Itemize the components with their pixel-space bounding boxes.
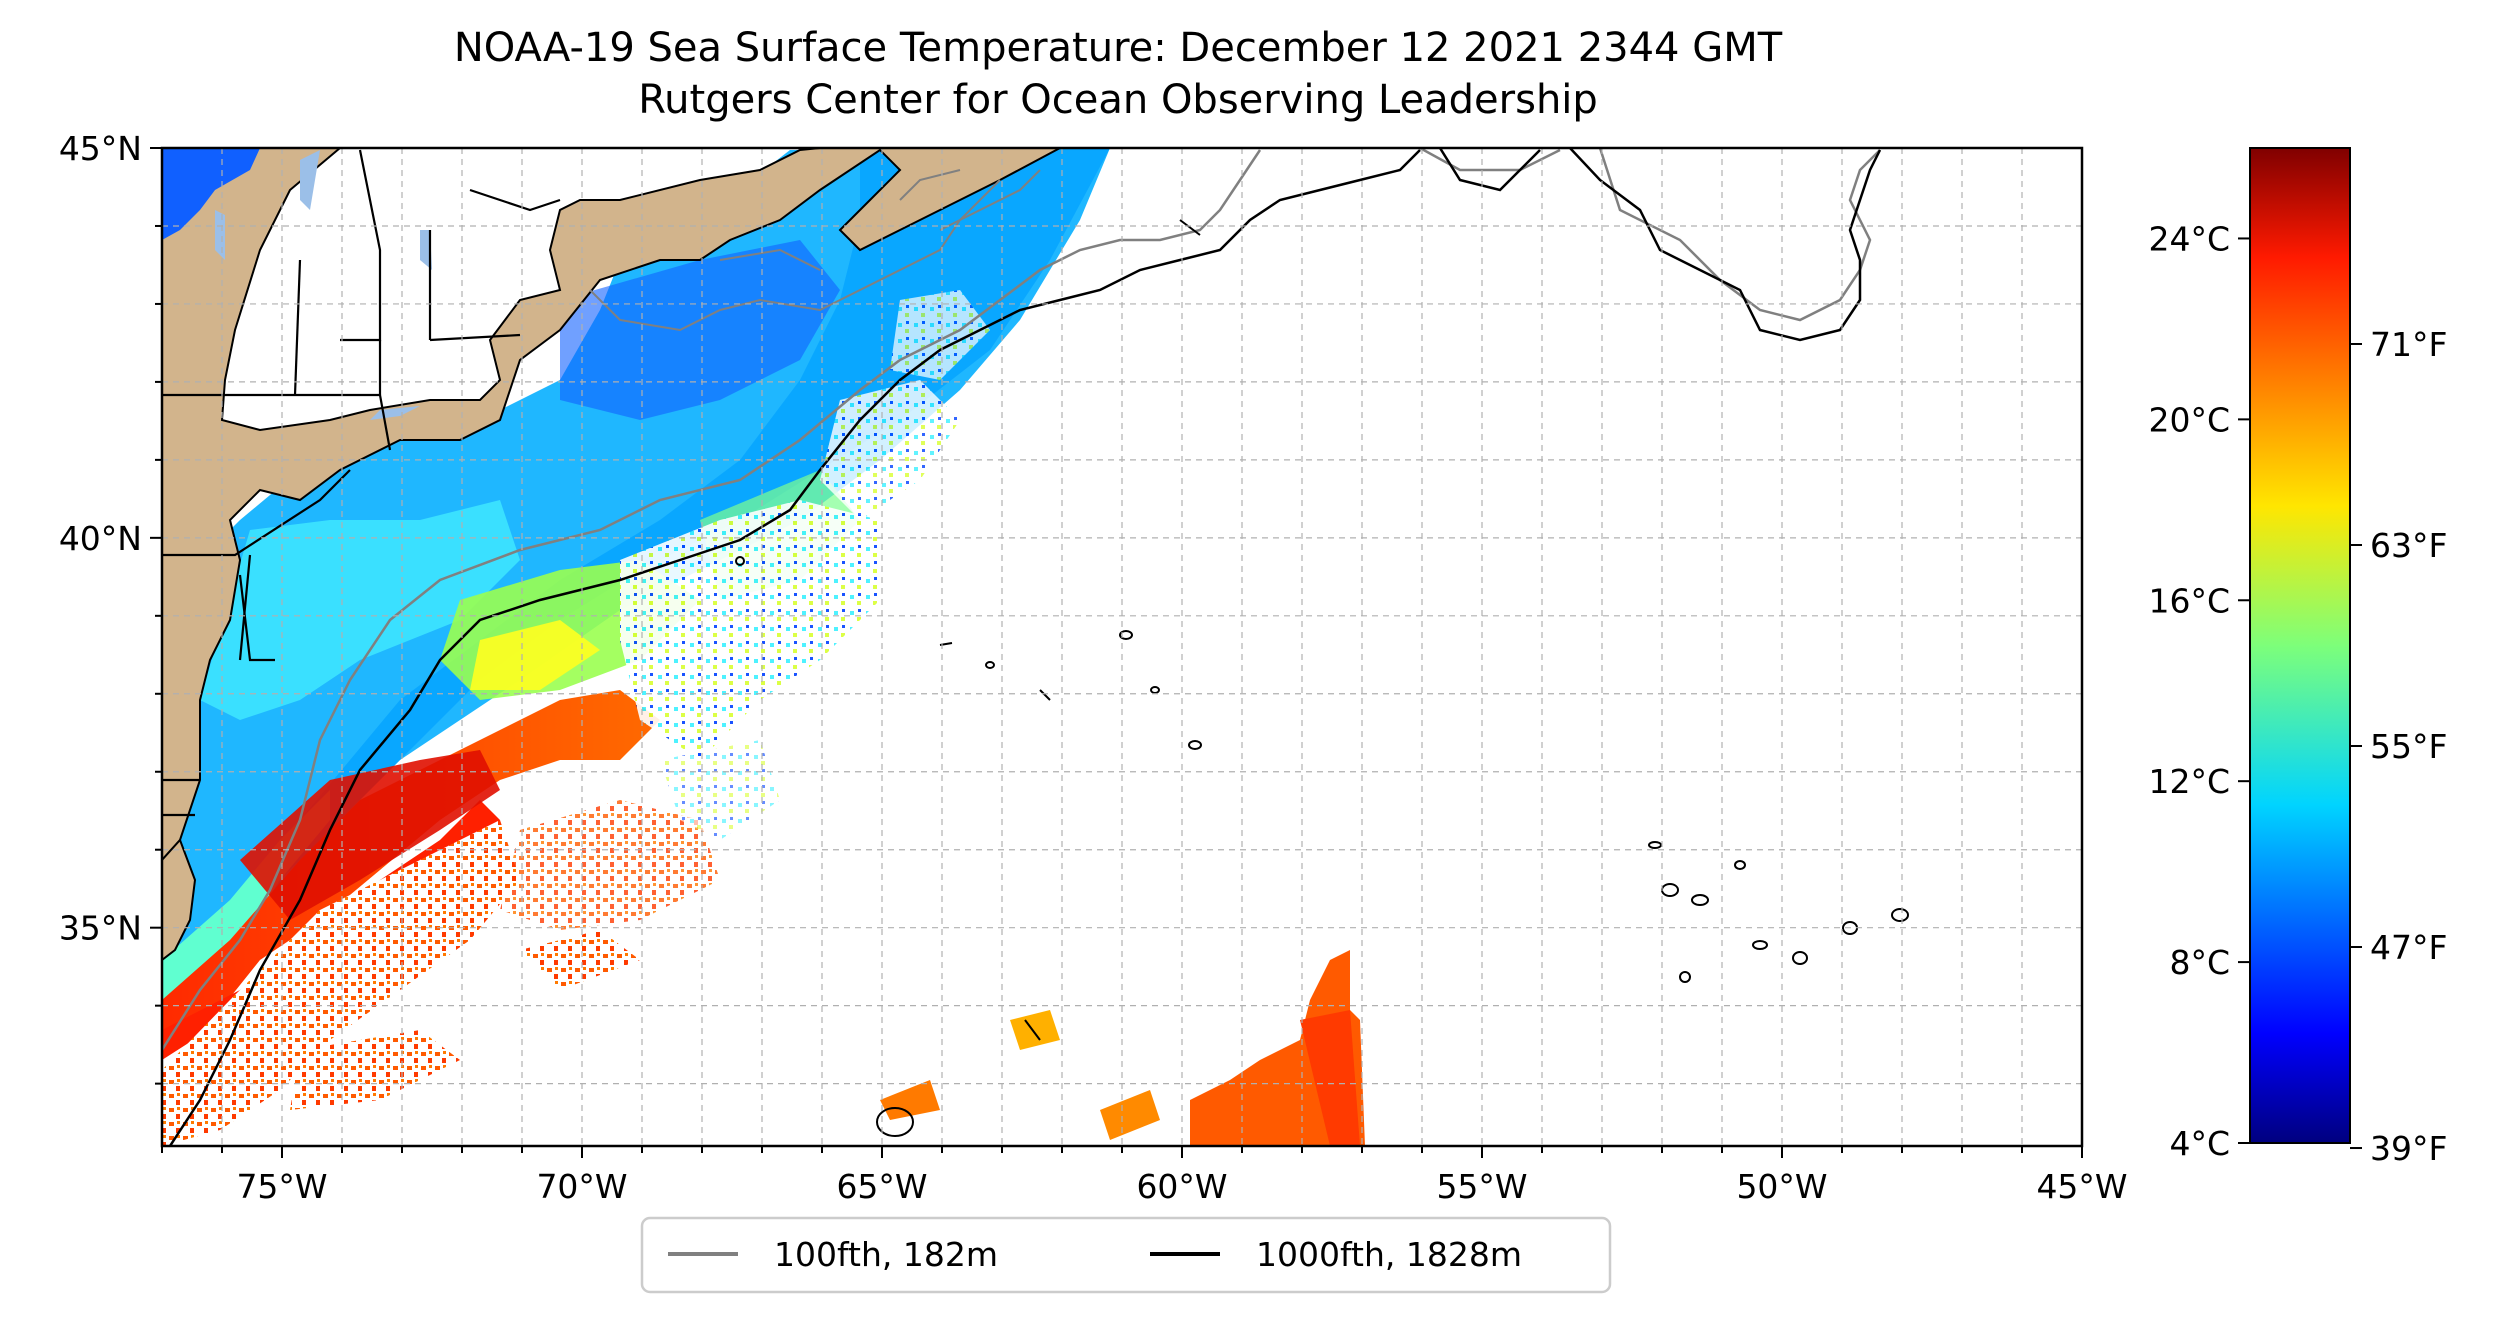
colorbar-fahrenheit-label: 55°F (2370, 727, 2447, 766)
colorbar (2249, 147, 2351, 1144)
lon-tick-label: 60°W (1136, 1167, 1227, 1206)
lon-tick-label: 45°W (2036, 1167, 2127, 1206)
lat-tick-label: 45°N (59, 129, 142, 168)
title-line-1: NOAA-19 Sea Surface Temperature: Decembe… (453, 25, 1783, 71)
legend-label-100fth: 100fth, 182m (774, 1235, 998, 1274)
map-title: NOAA-19 Sea Surface Temperature: Decembe… (0, 22, 2236, 126)
colorbar-celsius-label: 8°C (2169, 943, 2230, 982)
colorbar-fahrenheit-label: 47°F (2370, 928, 2447, 967)
lon-tick-label: 75°W (236, 1167, 327, 1206)
legend: 100fth, 182m 1000fth, 1828m (640, 1216, 1612, 1294)
lat-tick-label: 35°N (59, 909, 142, 948)
colorbar-celsius-label: 4°C (2169, 1124, 2230, 1163)
gridlines (162, 148, 2082, 1146)
colorbar-celsius-label: 24°C (2148, 219, 2230, 258)
lon-tick-label: 50°W (1736, 1167, 1827, 1206)
lon-tick-label: 65°W (836, 1167, 927, 1206)
seamount-contours (735, 219, 1909, 1137)
state-borders (162, 149, 561, 817)
lat-tick-label: 40°N (59, 519, 142, 558)
legend-label-1000fth: 1000fth, 1828m (1256, 1235, 1522, 1274)
colorbar-celsius-label: 20°C (2148, 400, 2230, 439)
colorbar-ticks: 4°C 8°C 12°C 16°C 20°C 24°C 39°F 47°F 55°F 63°F 71… (2148, 219, 2447, 1168)
colorbar-fahrenheit-label: 63°F (2370, 526, 2447, 565)
colorbar-fahrenheit-label: 39°F (2370, 1129, 2447, 1168)
title-line-2: Rutgers Center for Ocean Observing Leade… (638, 77, 1598, 123)
isobath-1000fth (168, 148, 1882, 1146)
lon-tick-label: 70°W (536, 1167, 627, 1206)
land (162, 148, 1061, 962)
colorbar-celsius-label: 16°C (2148, 581, 2230, 620)
colorbar-celsius-label: 12°C (2148, 762, 2230, 801)
map-axes: 75°W 70°W 65°W 60°W 55°W 50°W 45°W 45°N 40°N 35°N (59, 129, 2128, 1206)
lon-tick-label: 55°W (1436, 1167, 1527, 1206)
colorbar-fahrenheit-label: 71°F (2370, 325, 2447, 364)
